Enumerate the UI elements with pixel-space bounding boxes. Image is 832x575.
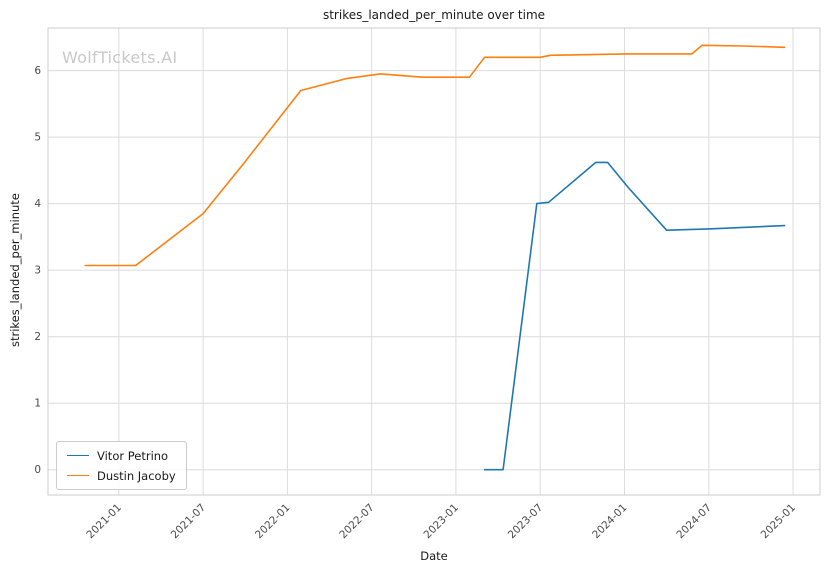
x-tick-label: 2025-01: [759, 502, 799, 542]
x-axis-label: Date: [420, 549, 448, 563]
x-tick-label: 2023-01: [422, 502, 462, 542]
series-line-1: [84, 44, 786, 267]
legend-item-vitor-petrino: Vitor Petrino: [67, 447, 176, 464]
y-tick-label: 0: [34, 464, 41, 476]
plot-border: [47, 27, 821, 496]
y-tick-label: 6: [34, 65, 41, 77]
y-tick-label: 5: [34, 132, 41, 144]
x-tick-label: 2022-07: [337, 502, 377, 542]
x-tick-label: 2022-01: [253, 502, 293, 542]
series-line-0: [483, 161, 786, 471]
y-tick-label: 2: [34, 331, 41, 343]
chart-title: strikes_landed_per_minute over time: [322, 8, 546, 22]
y-tick-label: 1: [34, 398, 41, 410]
x-tick-label: 2024-07: [674, 502, 714, 542]
legend-label: Vitor Petrino: [97, 448, 169, 463]
legend: Vitor Petrino Dustin Jacoby: [56, 441, 187, 490]
legend-item-dustin-jacoby: Dustin Jacoby: [67, 467, 176, 484]
legend-line-swatch-blue: [67, 455, 89, 456]
y-axis-label: strikes_landed_per_minute: [8, 193, 22, 347]
y-tick-label: 4: [34, 198, 41, 210]
legend-line-swatch-orange: [67, 475, 89, 476]
x-tick-label: 2023-07: [506, 502, 546, 542]
legend-label: Dustin Jacoby: [97, 468, 176, 483]
watermark: WolfTickets.AI: [62, 48, 178, 67]
x-tick-label: 2024-01: [590, 502, 630, 542]
x-tick-label: 2021-01: [84, 502, 124, 542]
x-tick-label: 2021-07: [169, 502, 209, 542]
y-tick-label: 3: [34, 265, 41, 277]
